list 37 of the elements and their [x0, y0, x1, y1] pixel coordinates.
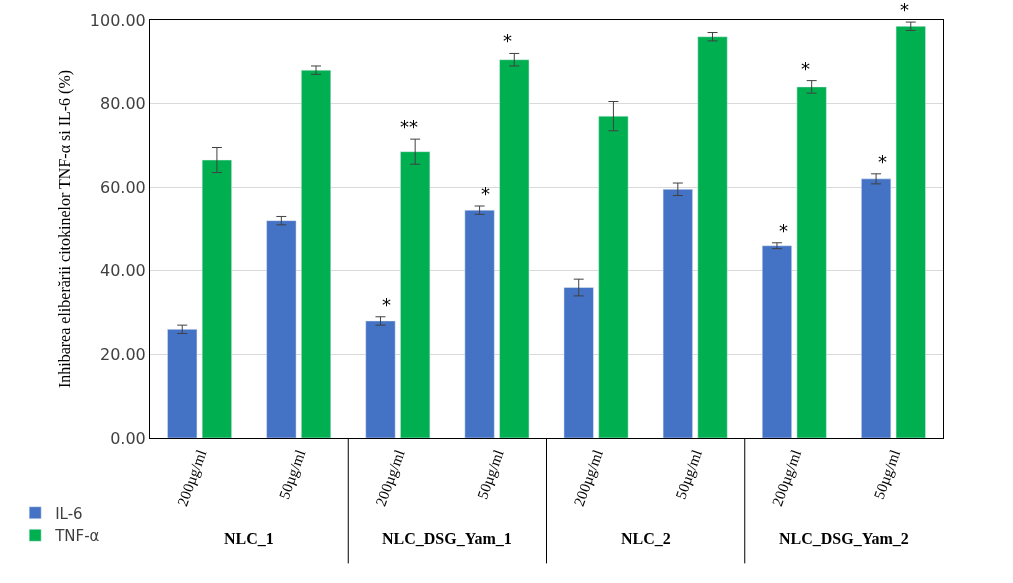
data-label: *: [481, 183, 490, 204]
text: NLC_1: [224, 530, 274, 547]
bar: [662, 189, 693, 438]
y-axis-title: Inhibarea eliberării citokinelor TNF-α si IL-6 (%): [55, 69, 74, 389]
bar: [464, 209, 495, 438]
y-tick-label: 0.00: [110, 428, 146, 448]
bar: [365, 320, 396, 438]
data-label: *: [878, 151, 887, 172]
text: NLC_DSG_Yam_1: [382, 530, 512, 547]
bar: [861, 178, 892, 438]
data-label: *: [900, 0, 909, 20]
y-tick-label: 100.00: [89, 10, 146, 30]
y-tick-label: 20.00: [99, 345, 146, 364]
y-tick-label: 40.00: [99, 261, 146, 281]
bar: [697, 36, 728, 438]
data-label: *: [779, 220, 788, 241]
legend-label: TNF-α: [54, 527, 100, 546]
y-tick-label: 80.00: [99, 94, 146, 114]
bar: [598, 115, 629, 438]
bar: [563, 287, 594, 438]
data-label: *: [382, 294, 391, 315]
data-label: *: [503, 30, 512, 51]
bar: [201, 159, 232, 438]
bar: [895, 26, 926, 438]
data-label: *: [801, 58, 810, 79]
legend-label: IL-6: [55, 504, 83, 523]
data-label: **: [400, 116, 418, 137]
bar: [266, 220, 297, 438]
text: NLC_2: [621, 530, 671, 547]
bar: [400, 151, 431, 438]
bar: [301, 69, 332, 438]
bar: [761, 245, 792, 438]
text: NLC_DSG_Yam_2: [779, 530, 909, 547]
bar: [796, 86, 827, 438]
bar: [167, 329, 198, 438]
y-tick-label: 60.00: [99, 177, 146, 197]
bar: [499, 59, 530, 438]
